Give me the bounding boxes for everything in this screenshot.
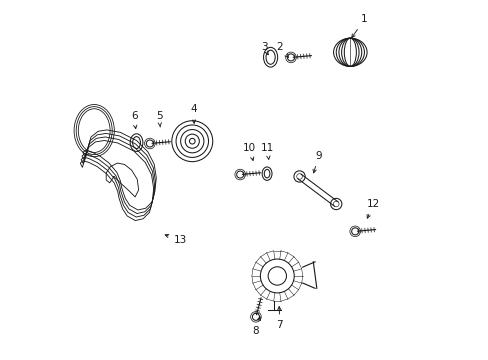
Text: 1: 1 [351, 14, 367, 37]
Text: 6: 6 [130, 112, 137, 129]
Text: 10: 10 [243, 143, 256, 161]
Text: 13: 13 [165, 234, 186, 245]
Text: 3: 3 [261, 42, 267, 55]
Text: 8: 8 [251, 317, 260, 336]
Text: 7: 7 [276, 307, 283, 330]
Text: 2: 2 [276, 42, 288, 58]
Text: 11: 11 [260, 143, 273, 159]
Text: 12: 12 [366, 199, 379, 218]
Text: 4: 4 [190, 104, 196, 123]
Text: 5: 5 [156, 112, 162, 127]
Text: 9: 9 [312, 151, 321, 173]
